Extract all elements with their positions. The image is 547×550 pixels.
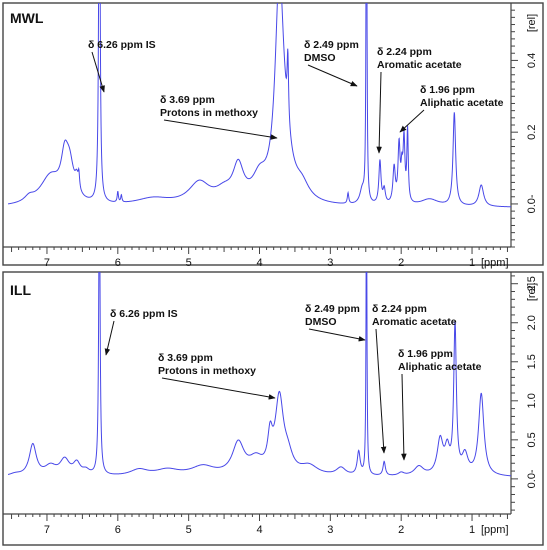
- annotation-text: Aromatic acetate: [372, 316, 457, 328]
- y-tick-label: 0.0-: [526, 194, 538, 213]
- y-axis-title: [rel]: [526, 283, 538, 301]
- x-tick-label: 3: [327, 257, 333, 269]
- x-axis-title: [ppm]: [481, 257, 509, 269]
- annotation-text: δ 2.49 ppm: [305, 303, 360, 315]
- panel-label: MWL: [10, 10, 44, 26]
- x-tick-label: 6: [115, 524, 121, 536]
- spectrum-panel-ill: 7 6 5 4 3 2 1 [ppm] 0.0- 0.5 1.0 1.5 2.0 2.5[rel] ILL δ…: [2, 271, 544, 546]
- x-tick-label: 2: [398, 257, 404, 269]
- x-axis-title: [ppm]: [481, 524, 509, 536]
- x-tick-label: 1: [469, 524, 475, 536]
- x-tick-label: 2: [398, 524, 404, 536]
- y-tick-label: 0.4: [526, 53, 538, 68]
- annotation-text: δ 2.49 ppm: [304, 39, 359, 51]
- annotation-arrow: [399, 109, 425, 133]
- annotation-text: δ 1.96 ppm: [398, 348, 453, 360]
- y-tick-label: 2.5: [526, 276, 538, 291]
- peak-annotation: δ 6.26 ppm IS: [104, 308, 178, 356]
- y-tick-label: 1.5: [526, 354, 538, 369]
- annotation-text: Aromatic acetate: [377, 59, 462, 71]
- annotation-text: Protons in methoxy: [158, 365, 256, 377]
- annotation-arrow: [163, 119, 278, 140]
- panel-frame: [2, 2, 544, 266]
- spectrum-line: [8, 272, 511, 477]
- annotation-arrow: [104, 320, 115, 356]
- y-tick-label: 1.0: [526, 393, 538, 408]
- annotation-arrow: [161, 377, 276, 400]
- panel-label: ILL: [10, 282, 31, 298]
- annotation-text: Aliphatic acetate: [420, 97, 504, 109]
- x-tick-label: 1: [469, 257, 475, 269]
- x-tick-label: 5: [186, 524, 192, 536]
- annotation-arrow: [401, 373, 407, 461]
- x-tick-label: 3: [327, 524, 333, 536]
- x-tick-label: 4: [256, 524, 262, 536]
- annotation-text: δ 3.69 ppm: [160, 94, 215, 106]
- annotation-arrow: [308, 328, 366, 342]
- peak-annotation: δ 6.26 ppm IS: [88, 39, 156, 93]
- annotation-arrow: [307, 64, 358, 87]
- annotation-text: δ 2.24 ppm: [377, 46, 432, 58]
- annotation-text: δ 6.26 ppm IS: [88, 39, 156, 51]
- x-tick-label: 5: [186, 257, 192, 269]
- annotation-text: δ 1.96 ppm: [420, 84, 475, 96]
- annotation-arrow: [376, 71, 382, 154]
- x-tick-label: 4: [256, 257, 262, 269]
- y-tick-label: 2.0: [526, 315, 538, 330]
- x-tick-label: 7: [44, 524, 50, 536]
- y-tick-label: 0.5: [526, 432, 538, 447]
- annotation-text: DMSO: [304, 52, 336, 64]
- x-tick-label: 7: [44, 257, 50, 269]
- annotation-arrow: [375, 328, 387, 454]
- x-tick-label: 6: [115, 257, 121, 269]
- annotation-text: δ 3.69 ppm: [158, 352, 213, 364]
- y-tick-label: 0.2: [526, 125, 538, 140]
- y-tick-label: 0.0-: [526, 469, 538, 488]
- spectrum-panel-mwl: 7 6 5 4 3 2 1 [ppm] 0.0- 0.2 0.4 [rel] MWL δ 6.26 ppm…: [2, 2, 544, 269]
- annotation-text: DMSO: [305, 316, 337, 328]
- y-axis-title: [rel]: [526, 14, 538, 32]
- annotation-text: δ 2.24 ppm: [372, 303, 427, 315]
- panel-frame: [2, 271, 544, 546]
- annotation-text: Aliphatic acetate: [398, 361, 482, 373]
- spectrum-line: [8, 3, 511, 208]
- annotation-text: δ 6.26 ppm IS: [110, 308, 178, 320]
- annotation-text: Protons in methoxy: [160, 107, 258, 119]
- annotation-arrow: [91, 51, 105, 93]
